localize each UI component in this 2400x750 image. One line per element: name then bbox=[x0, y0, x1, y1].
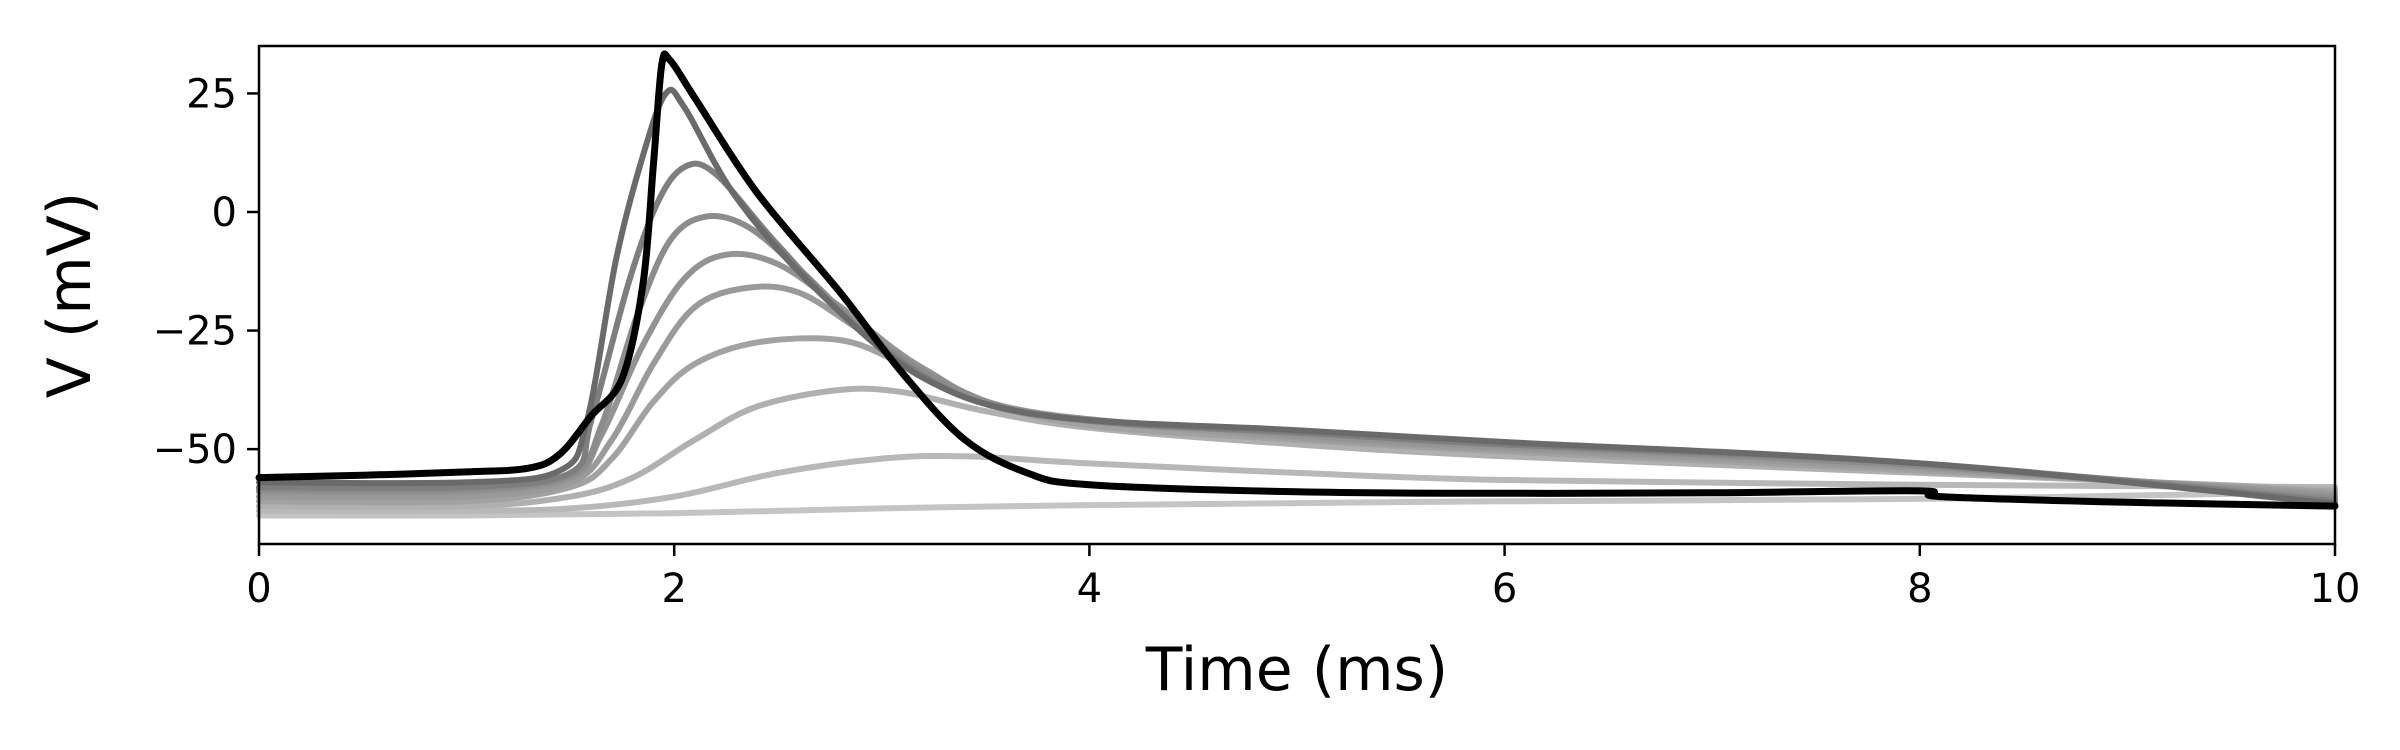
plot-frame bbox=[257, 44, 2337, 546]
x-axis: 0 2 4 6 8 10 bbox=[246, 544, 2360, 612]
y-axis: −50 −25 0 25 bbox=[153, 71, 259, 473]
series-line-2 bbox=[256, 452, 2338, 514]
series-line-3 bbox=[256, 385, 2338, 510]
x-tick-label: 8 bbox=[1907, 566, 1932, 612]
y-tick-label: 0 bbox=[212, 190, 237, 236]
y-tick-label: −50 bbox=[153, 427, 237, 473]
y-axis-title: V (mV) bbox=[35, 192, 105, 398]
series-group bbox=[255, 50, 2339, 519]
x-tick-label: 6 bbox=[1492, 566, 1517, 612]
y-tick-label: 25 bbox=[186, 71, 237, 117]
series-line-1 bbox=[256, 488, 2338, 519]
x-tick-label: 0 bbox=[246, 566, 271, 612]
y-tick-label: −25 bbox=[153, 309, 237, 355]
x-tick-label: 2 bbox=[661, 566, 686, 612]
x-tick-label: 10 bbox=[2310, 566, 2361, 612]
plot-background bbox=[259, 46, 2335, 544]
x-axis-title: Time (ms) bbox=[1145, 635, 1448, 705]
series-line-10 bbox=[255, 50, 2339, 510]
x-tick-label: 4 bbox=[1077, 566, 1102, 612]
